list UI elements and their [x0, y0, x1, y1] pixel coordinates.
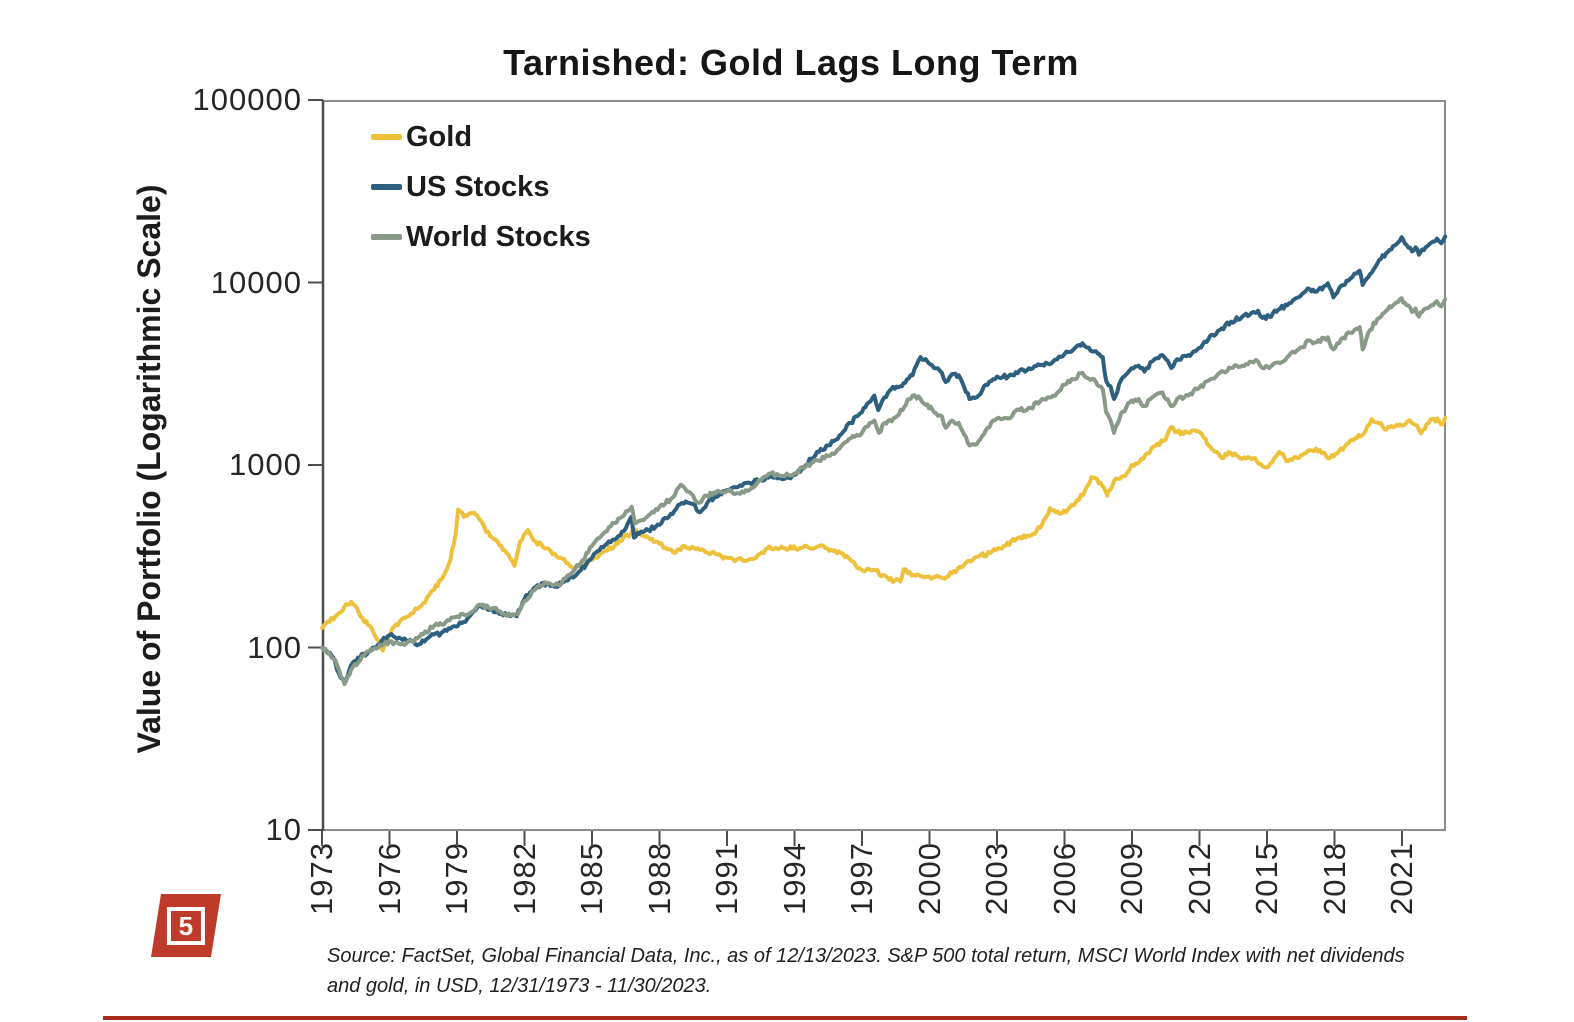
x-tick-label-1985: 1985	[574, 842, 609, 915]
plot-svg	[308, 99, 1448, 846]
x-tick-label-2003: 2003	[979, 842, 1014, 915]
x-tick-label-1991: 1991	[709, 842, 744, 915]
x-tick-label-2012: 2012	[1181, 842, 1217, 915]
y-tick-label-100000: 100000	[192, 82, 302, 117]
legend-label-gold: Gold	[406, 120, 473, 153]
x-tick-label-1988: 1988	[641, 842, 677, 915]
x-tick-label-1994: 1994	[776, 842, 812, 915]
y-tick-label-100: 100	[247, 629, 302, 665]
legend-swatch-world-stocks	[371, 234, 402, 240]
y-tick-label-10: 10	[265, 812, 302, 847]
x-tick-label-2009: 2009	[1114, 842, 1149, 915]
x-tick-label-2006: 2006	[1046, 842, 1082, 915]
legend-item-gold: Gold	[371, 112, 591, 162]
x-tick-label-2015: 2015	[1249, 842, 1284, 915]
legend-item-world-stocks: World Stocks	[371, 212, 591, 262]
x-tick-label-1973: 1973	[304, 842, 339, 915]
source-text-line1: Source: FactSet, Global Financial Data, …	[327, 945, 1405, 967]
x-tick-label-2000: 2000	[911, 842, 947, 915]
series-line-us-stocks	[320, 234, 1448, 684]
x-tick-label-2021: 2021	[1384, 842, 1419, 915]
legend: Gold US Stocks World Stocks	[371, 112, 591, 262]
legend-swatch-us-stocks	[371, 184, 402, 190]
x-tick-label-1982: 1982	[506, 842, 542, 915]
x-tick-label-1976: 1976	[371, 842, 407, 915]
legend-swatch-gold	[371, 134, 402, 140]
series-lines	[320, 234, 1448, 687]
legend-label-us-stocks: US Stocks	[406, 170, 550, 203]
chart-title: Tarnished: Gold Lags Long Term	[503, 42, 1079, 83]
bottom-rule	[103, 1016, 1467, 1020]
y-tick-marks	[308, 99, 323, 831]
x-tick-label-2018: 2018	[1316, 842, 1352, 915]
badge-number: 5	[167, 906, 205, 945]
legend-item-us-stocks: US Stocks	[371, 162, 591, 212]
x-tick-marks	[321, 831, 1403, 846]
source-text-line2: and gold, in USD, 12/31/1973 - 11/30/202…	[327, 975, 712, 997]
page-number-badge: 5	[151, 894, 221, 957]
y-tick-label-1000: 1000	[229, 447, 302, 482]
series-line-world-stocks	[320, 296, 1448, 687]
series-line-gold	[320, 416, 1448, 653]
legend-label-world-stocks: World Stocks	[406, 220, 591, 253]
y-tick-label-10000: 10000	[210, 264, 302, 300]
x-tick-label-1979: 1979	[439, 842, 474, 915]
x-tick-label-1997: 1997	[844, 842, 879, 915]
